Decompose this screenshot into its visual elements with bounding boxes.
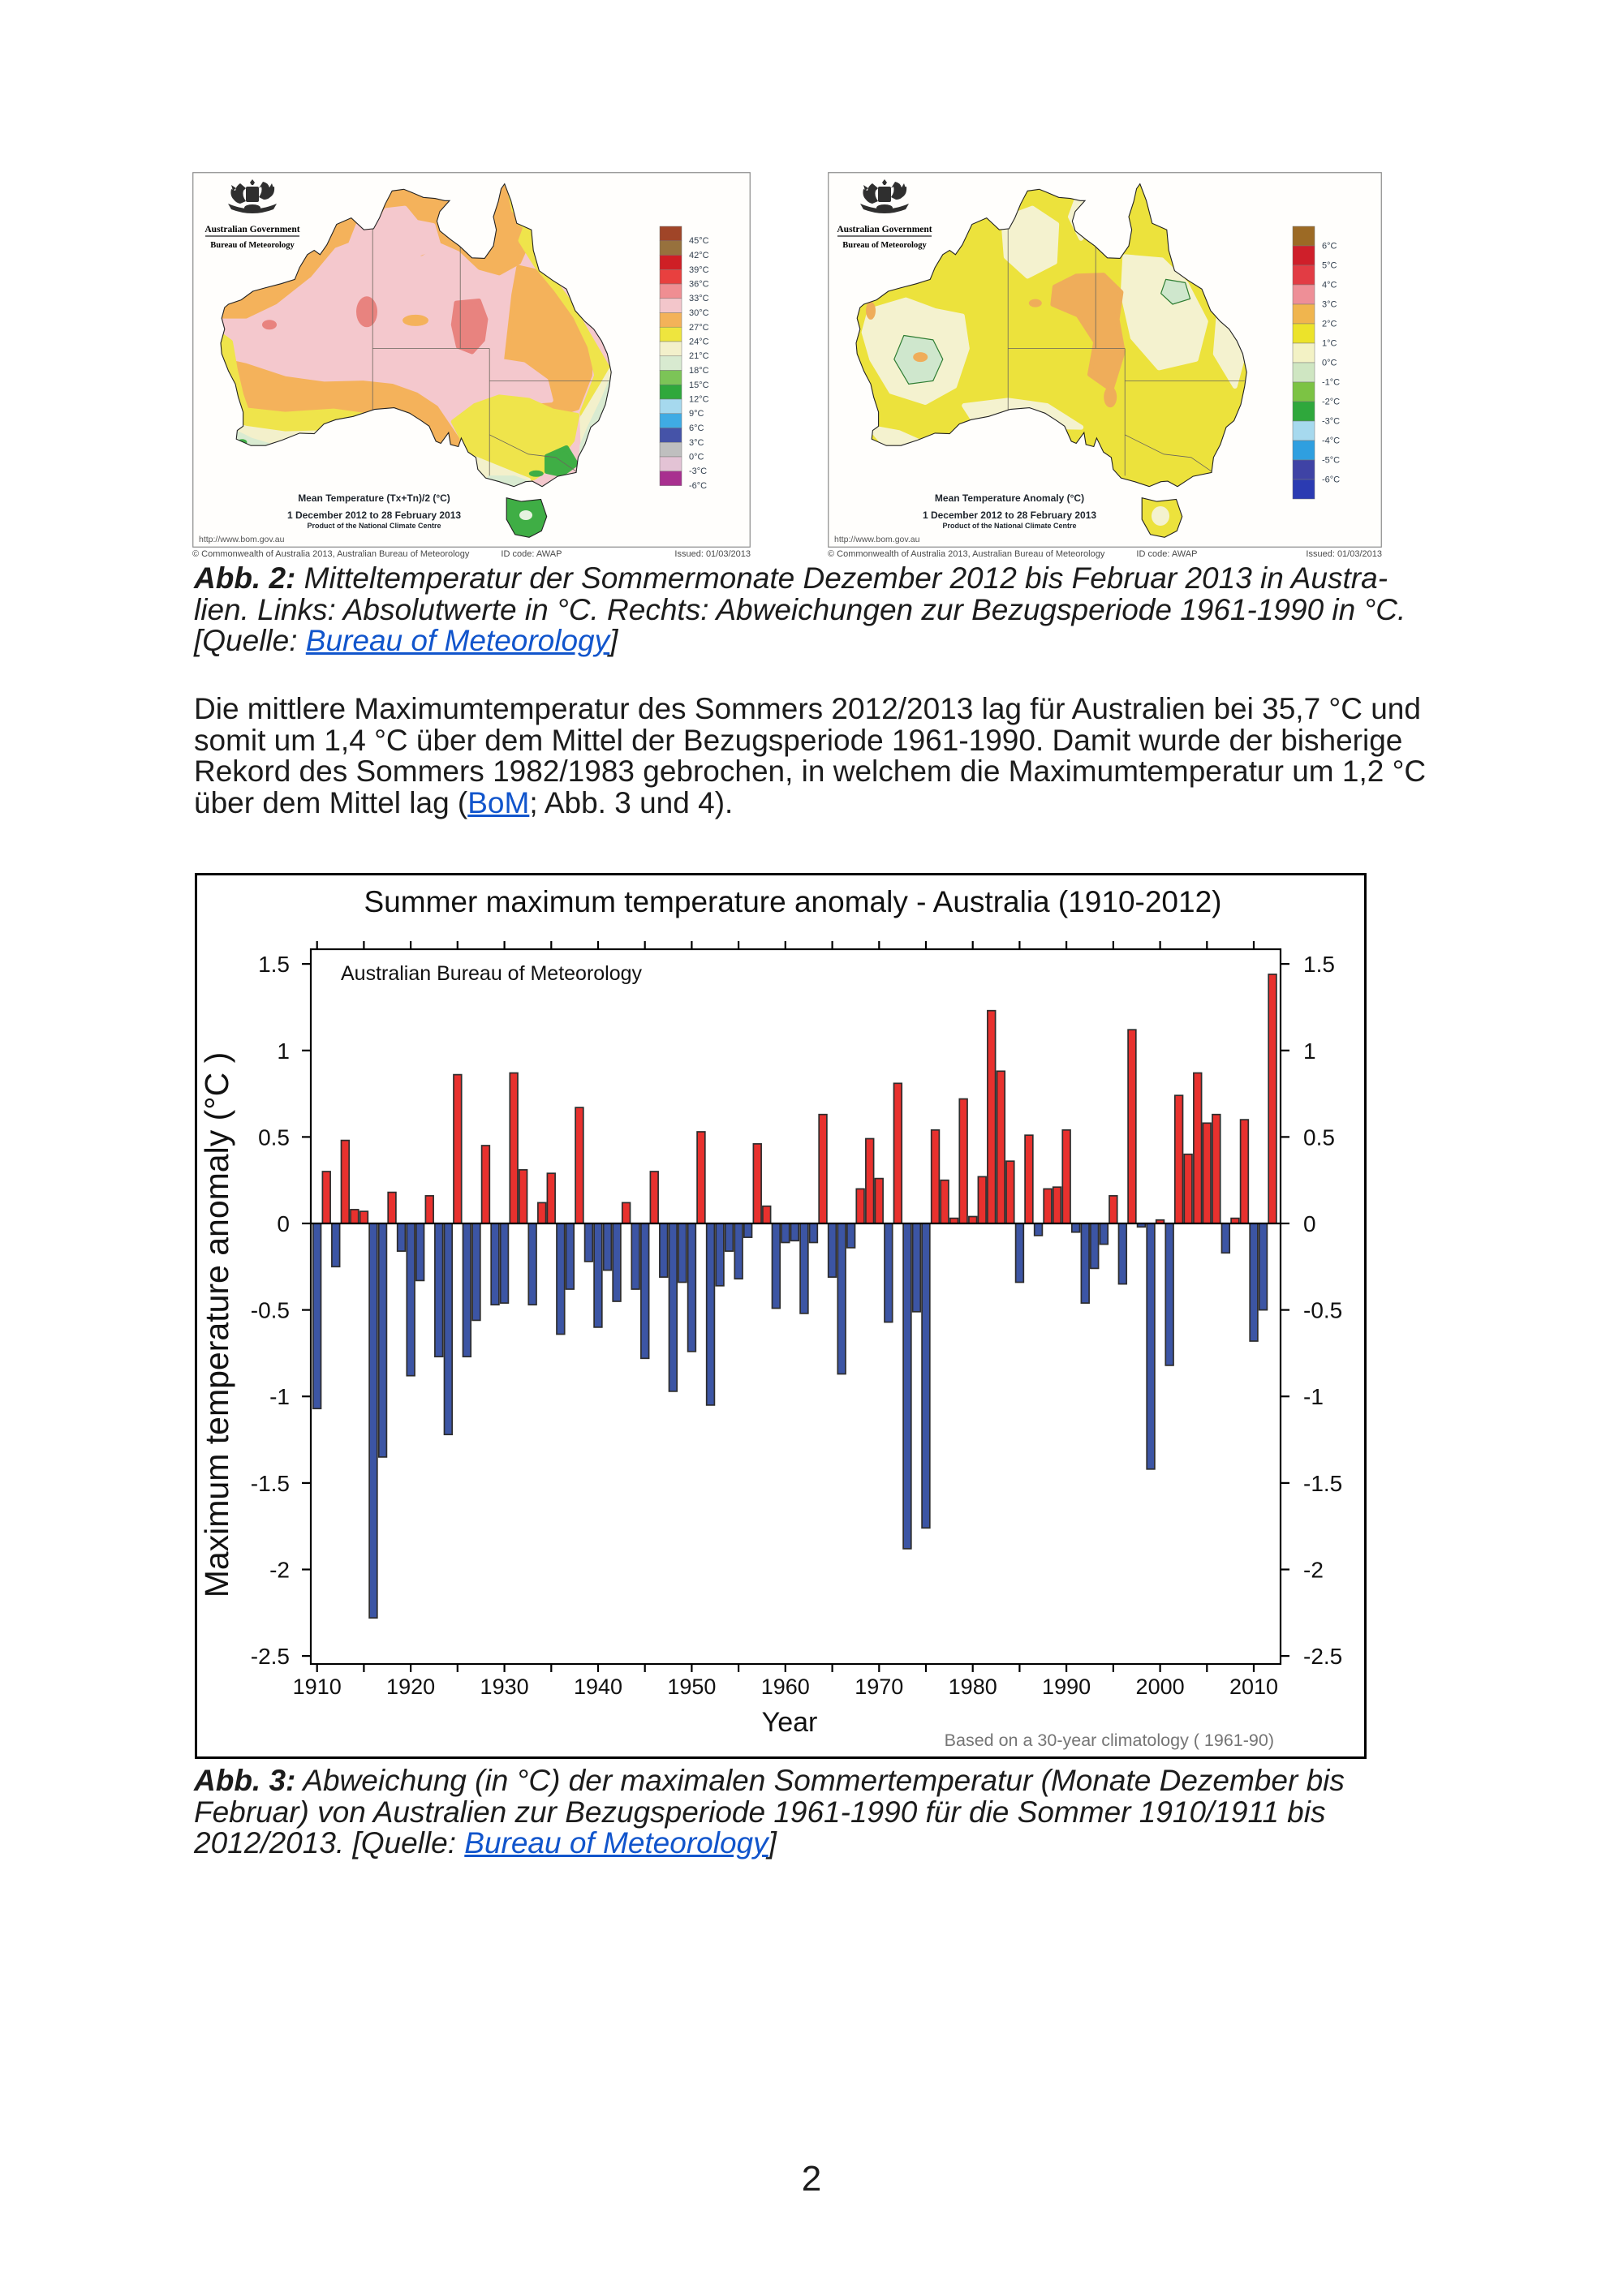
svg-text:1960: 1960 xyxy=(761,1675,810,1699)
svg-text:Bureau of Meteorology: Bureau of Meteorology xyxy=(210,241,295,250)
svg-text:Based on a 30-year climatology: Based on a 30-year climatology ( 1961-90… xyxy=(945,1731,1274,1750)
svg-text:5°C: 5°C xyxy=(1322,261,1337,271)
svg-text:1990: 1990 xyxy=(1042,1675,1091,1699)
svg-text:Mean Temperature Anomaly (°C): Mean Temperature Anomaly (°C) xyxy=(935,492,1084,504)
svg-text:1980: 1980 xyxy=(949,1675,997,1699)
svg-text:-3°C: -3°C xyxy=(689,467,707,476)
svg-text:1940: 1940 xyxy=(574,1675,622,1699)
svg-text:-6°C: -6°C xyxy=(1322,475,1340,485)
svg-text:-1: -1 xyxy=(269,1384,290,1409)
svg-text:30°C: 30°C xyxy=(689,308,709,318)
svg-text:-4°C: -4°C xyxy=(1322,436,1340,446)
svg-text:21°C: 21°C xyxy=(689,351,709,361)
svg-text:-1: -1 xyxy=(1303,1384,1324,1409)
svg-text:1: 1 xyxy=(1303,1038,1316,1064)
svg-text:-1°C: -1°C xyxy=(1322,378,1340,388)
svg-text:-1.5: -1.5 xyxy=(251,1471,290,1496)
svg-text:4°C: 4°C xyxy=(1322,281,1337,290)
svg-text:12°C: 12°C xyxy=(689,395,709,405)
svg-text:Australian Government: Australian Government xyxy=(837,225,932,234)
svg-text:Product of the National Climat: Product of the National Climate Centre xyxy=(942,522,1076,530)
svg-text:0: 0 xyxy=(277,1211,290,1236)
svg-text:-2: -2 xyxy=(269,1558,290,1583)
svg-text:http://www.bom.gov.au: http://www.bom.gov.au xyxy=(199,535,285,544)
svg-text:18°C: 18°C xyxy=(689,366,709,376)
svg-text:9°C: 9°C xyxy=(689,409,704,419)
svg-text:http://www.bom.gov.au: http://www.bom.gov.au xyxy=(834,535,920,544)
svg-text:Maximum temperature anomaly (°: Maximum temperature anomaly (°C ) xyxy=(198,1052,235,1598)
svg-text:-2.5: -2.5 xyxy=(1303,1644,1342,1669)
svg-text:Mean Temperature (Tx+Tn)/2 (°C: Mean Temperature (Tx+Tn)/2 (°C) xyxy=(298,492,450,504)
svg-text:0.5: 0.5 xyxy=(1303,1124,1335,1150)
svg-text:1970: 1970 xyxy=(855,1675,903,1699)
svg-text:0.5: 0.5 xyxy=(258,1124,290,1150)
svg-text:27°C: 27°C xyxy=(689,323,709,333)
svg-text:1 December 2012 to 28 February: 1 December 2012 to 28 February 2013 xyxy=(923,510,1096,521)
svg-text:15°C: 15°C xyxy=(689,381,709,390)
svg-text:1: 1 xyxy=(277,1038,290,1064)
svg-text:3°C: 3°C xyxy=(689,438,704,448)
svg-text:36°C: 36°C xyxy=(689,280,709,290)
svg-text:-1.5: -1.5 xyxy=(1303,1471,1342,1496)
svg-text:-5°C: -5°C xyxy=(1322,456,1340,466)
svg-text:-2: -2 xyxy=(1303,1558,1324,1583)
svg-text:-0.5: -0.5 xyxy=(1303,1298,1342,1323)
svg-text:1 December 2012 to 28 February: 1 December 2012 to 28 February 2013 xyxy=(287,510,461,521)
svg-text:1910: 1910 xyxy=(293,1675,342,1699)
svg-text:0: 0 xyxy=(1303,1211,1316,1236)
svg-text:39°C: 39°C xyxy=(689,265,709,275)
svg-text:24°C: 24°C xyxy=(689,338,709,347)
svg-text:Australian Government: Australian Government xyxy=(204,225,299,234)
svg-text:2010: 2010 xyxy=(1229,1675,1278,1699)
svg-text:Year: Year xyxy=(762,1707,818,1738)
svg-text:2000: 2000 xyxy=(1136,1675,1185,1699)
svg-text:6°C: 6°C xyxy=(1322,242,1337,252)
svg-text:3°C: 3°C xyxy=(1322,300,1337,310)
svg-text:6°C: 6°C xyxy=(689,424,704,433)
svg-text:0°C: 0°C xyxy=(689,453,704,462)
svg-text:-3°C: -3°C xyxy=(1322,417,1340,427)
svg-text:Summer maximum temperature ano: Summer maximum temperature anomaly - Aus… xyxy=(364,885,1222,918)
svg-text:-6°C: -6°C xyxy=(689,481,707,491)
svg-text:Australian Bureau of Meteorolo: Australian Bureau of Meteorology xyxy=(341,962,643,985)
svg-text:33°C: 33°C xyxy=(689,294,709,303)
svg-text:1.5: 1.5 xyxy=(1303,952,1335,977)
svg-text:0°C: 0°C xyxy=(1322,359,1337,368)
svg-text:1.5: 1.5 xyxy=(258,952,290,977)
svg-text:1930: 1930 xyxy=(480,1675,529,1699)
svg-text:1920: 1920 xyxy=(386,1675,435,1699)
svg-text:-2°C: -2°C xyxy=(1322,398,1340,407)
svg-text:1950: 1950 xyxy=(667,1675,716,1699)
svg-text:1°C: 1°C xyxy=(1322,339,1337,349)
svg-text:42°C: 42°C xyxy=(689,251,709,260)
svg-text:Product of the National Climat: Product of the National Climate Centre xyxy=(307,522,441,530)
svg-text:45°C: 45°C xyxy=(689,236,709,246)
svg-text:-2.5: -2.5 xyxy=(251,1644,290,1669)
svg-text:2°C: 2°C xyxy=(1322,320,1337,329)
svg-text:Bureau of Meteorology: Bureau of Meteorology xyxy=(842,241,927,250)
svg-text:-0.5: -0.5 xyxy=(251,1298,290,1323)
